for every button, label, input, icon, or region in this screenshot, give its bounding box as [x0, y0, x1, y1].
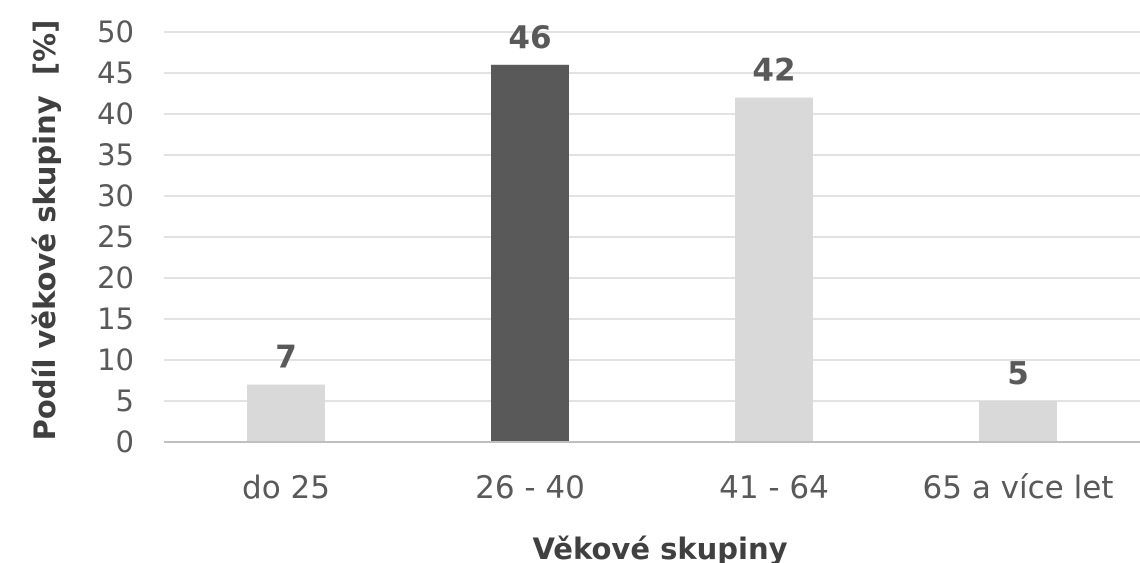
data-labels: 7 46 42 5 — [275, 20, 1029, 392]
data-label: 7 — [275, 340, 297, 376]
y-tick-label: 20 — [97, 261, 134, 295]
y-tick-label: 50 — [97, 15, 134, 49]
y-tick-label: 5 — [116, 384, 134, 418]
data-label: 42 — [752, 53, 795, 89]
y-tick-label: 40 — [97, 97, 134, 131]
x-axis-title: Věkové skupiny — [532, 532, 787, 563]
x-tick-label: 65 a více let — [923, 470, 1114, 506]
gridlines — [164, 31, 1140, 402]
y-tick-label: 10 — [97, 343, 134, 377]
y-tick-label: 30 — [97, 179, 134, 213]
y-axis-title: Podíl věkové skupiny [%] — [28, 20, 62, 441]
x-tick-labels: do 25 26 - 40 41 - 64 65 a více let — [242, 470, 1113, 506]
bar — [247, 384, 325, 442]
bars — [247, 64, 1057, 443]
x-tick-label: do 25 — [242, 470, 330, 506]
bar — [979, 401, 1057, 442]
y-tick-labels: 0 5 10 15 20 25 30 35 40 45 50 — [97, 15, 134, 459]
y-tick-label: 15 — [97, 302, 134, 336]
data-label: 46 — [508, 20, 551, 56]
bar — [491, 64, 569, 443]
bar — [735, 97, 813, 442]
y-tick-label: 25 — [97, 220, 134, 254]
y-tick-label: 35 — [97, 138, 134, 172]
data-label: 5 — [1007, 356, 1029, 392]
y-tick-label: 0 — [116, 425, 134, 459]
y-tick-label: 45 — [97, 56, 134, 90]
x-tick-label: 41 - 64 — [719, 470, 829, 506]
x-tick-label: 26 - 40 — [475, 470, 585, 506]
